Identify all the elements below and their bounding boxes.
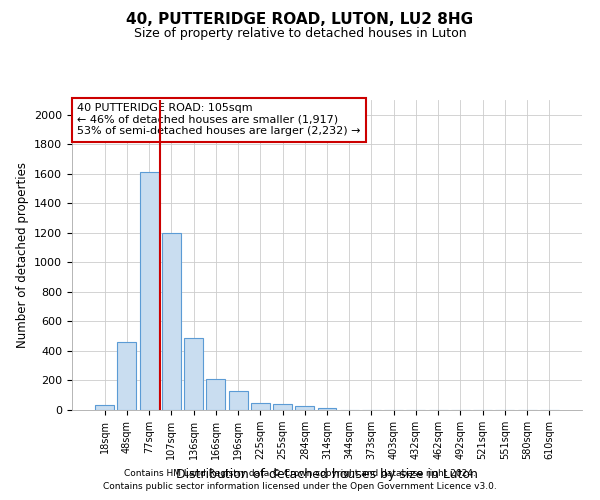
Text: 40, PUTTERIDGE ROAD, LUTON, LU2 8HG: 40, PUTTERIDGE ROAD, LUTON, LU2 8HG — [127, 12, 473, 28]
Bar — [184, 338, 203, 410]
Text: Contains HM Land Registry data © Crown copyright and database right 2024.: Contains HM Land Registry data © Crown c… — [124, 468, 476, 477]
Bar — [317, 408, 337, 410]
Bar — [273, 404, 292, 410]
Text: 40 PUTTERIDGE ROAD: 105sqm
← 46% of detached houses are smaller (1,917)
53% of s: 40 PUTTERIDGE ROAD: 105sqm ← 46% of deta… — [77, 103, 361, 136]
Text: Contains public sector information licensed under the Open Government Licence v3: Contains public sector information licen… — [103, 482, 497, 491]
Bar — [95, 405, 114, 410]
Bar — [140, 172, 158, 410]
Bar — [206, 379, 225, 410]
Bar — [118, 342, 136, 410]
Bar — [295, 406, 314, 410]
Text: Size of property relative to detached houses in Luton: Size of property relative to detached ho… — [134, 28, 466, 40]
Bar — [251, 402, 270, 410]
X-axis label: Distribution of detached houses by size in Luton: Distribution of detached houses by size … — [176, 468, 478, 480]
Bar — [229, 391, 248, 410]
Y-axis label: Number of detached properties: Number of detached properties — [16, 162, 29, 348]
Bar — [162, 233, 181, 410]
